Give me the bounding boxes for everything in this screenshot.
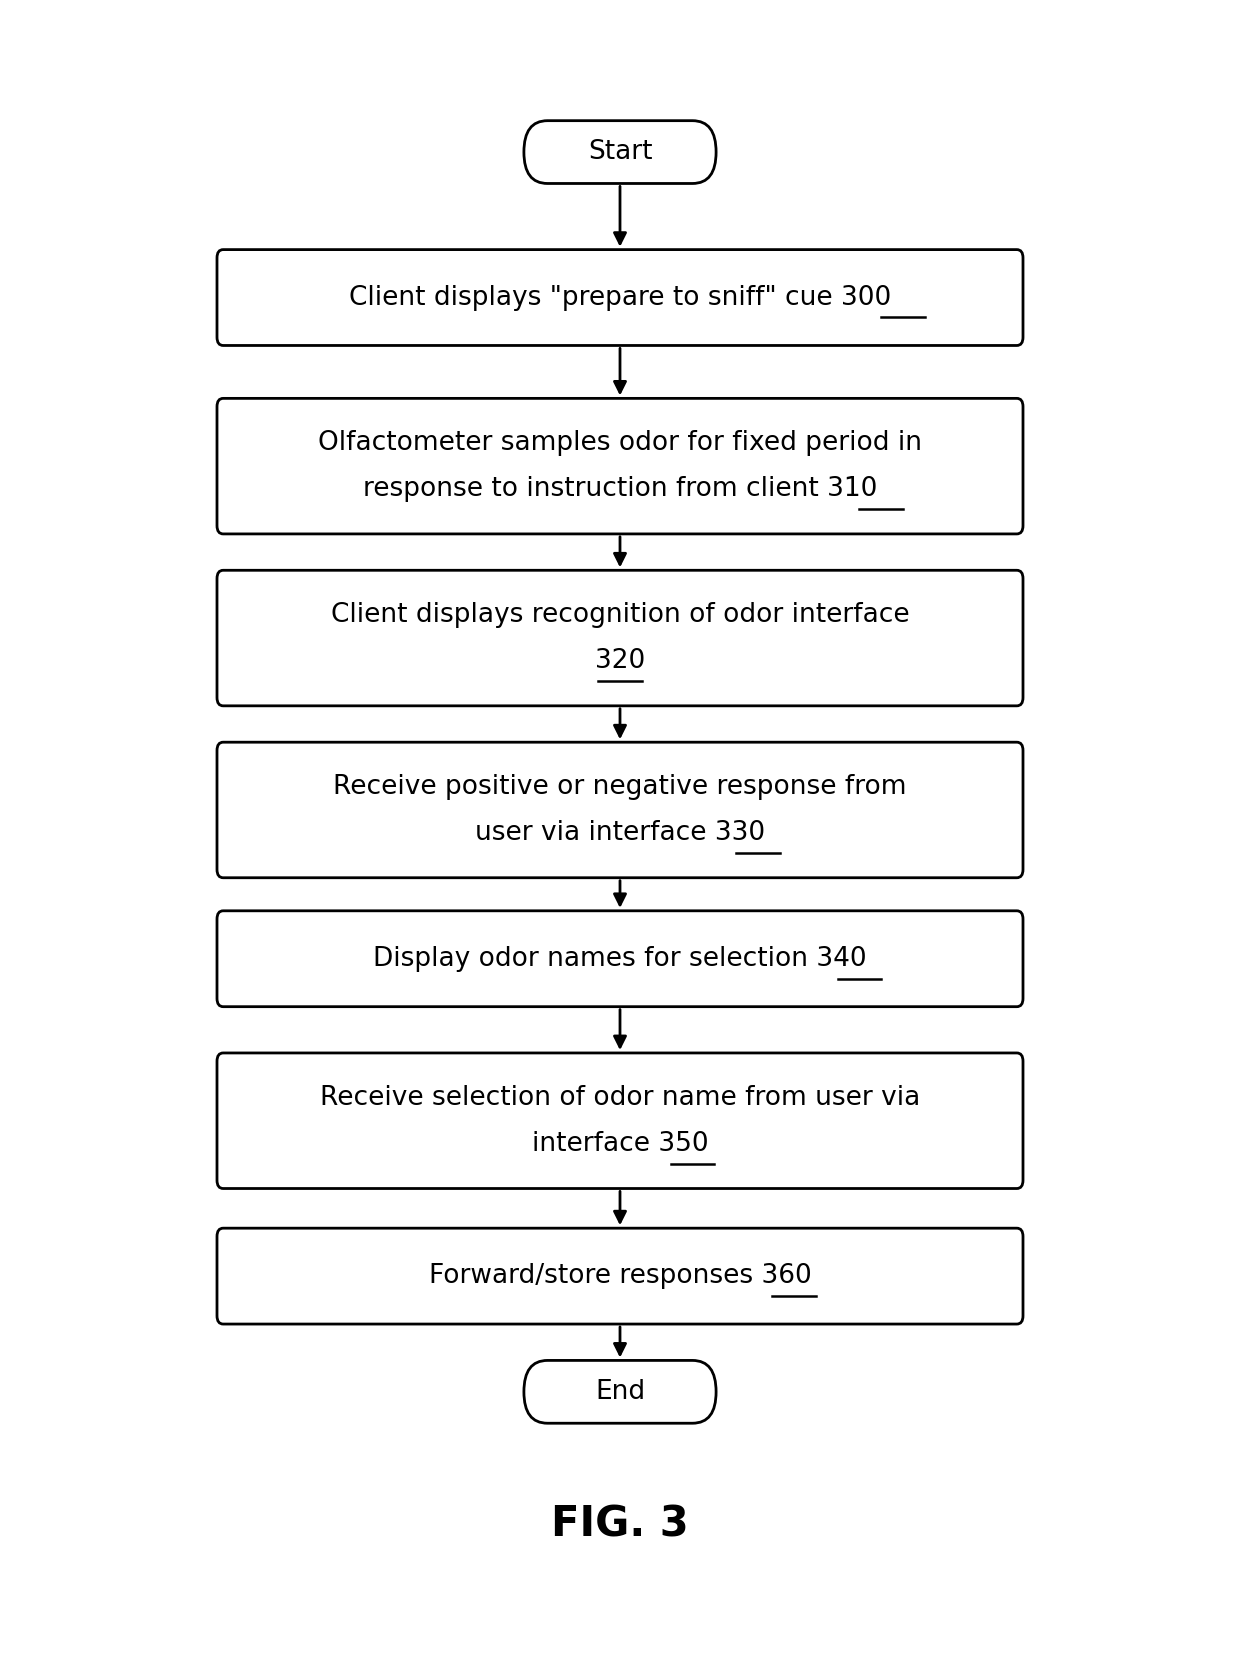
FancyBboxPatch shape (217, 398, 1023, 534)
Text: Client displays "prepare to sniff" cue 300: Client displays "prepare to sniff" cue 3… (348, 284, 892, 311)
Text: 320: 320 (595, 648, 645, 674)
Text: response to instruction from client 310: response to instruction from client 310 (363, 476, 877, 503)
Text: Forward/store responses 360: Forward/store responses 360 (429, 1263, 811, 1289)
Text: End: End (595, 1379, 645, 1405)
Text: user via interface 330: user via interface 330 (475, 820, 765, 846)
FancyBboxPatch shape (217, 570, 1023, 706)
Text: Display odor names for selection 340: Display odor names for selection 340 (373, 946, 867, 972)
FancyBboxPatch shape (217, 742, 1023, 878)
FancyBboxPatch shape (217, 1228, 1023, 1324)
FancyBboxPatch shape (523, 121, 717, 183)
Text: Client displays recognition of odor interface: Client displays recognition of odor inte… (331, 602, 909, 628)
Text: interface 350: interface 350 (532, 1131, 708, 1157)
Text: Receive selection of odor name from user via: Receive selection of odor name from user… (320, 1084, 920, 1111)
FancyBboxPatch shape (217, 250, 1023, 345)
Text: Start: Start (588, 139, 652, 165)
FancyBboxPatch shape (217, 911, 1023, 1007)
FancyBboxPatch shape (217, 1053, 1023, 1189)
Text: Receive positive or negative response from: Receive positive or negative response fr… (334, 774, 906, 800)
Text: Olfactometer samples odor for fixed period in: Olfactometer samples odor for fixed peri… (317, 430, 923, 456)
Text: FIG. 3: FIG. 3 (551, 1503, 689, 1546)
FancyBboxPatch shape (523, 1360, 717, 1423)
